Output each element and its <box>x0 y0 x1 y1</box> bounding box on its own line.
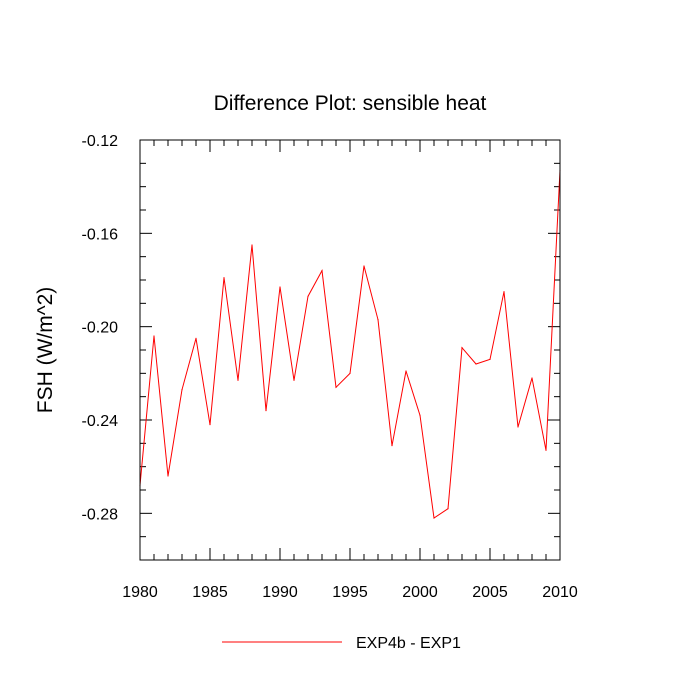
data-point <box>293 379 295 381</box>
data-point <box>405 370 407 372</box>
plot-frame <box>139 139 561 561</box>
data-point <box>475 363 477 365</box>
legend-label: EXP4b - EXP1 <box>356 635 461 652</box>
y-tick-label: -0.24 <box>82 413 119 430</box>
data-point <box>307 295 309 297</box>
data-point <box>377 319 379 321</box>
data-point <box>363 265 365 267</box>
chart-title: Difference Plot: sensible heat <box>214 92 487 115</box>
y-tick-label: -0.16 <box>82 226 119 243</box>
data-point <box>489 358 491 360</box>
data-point <box>153 335 155 337</box>
x-tick-label: 2010 <box>542 584 578 601</box>
data-point <box>447 508 449 510</box>
y-tick-label: -0.20 <box>82 320 119 337</box>
y-tick-label: -0.12 <box>82 133 119 150</box>
data-point <box>237 379 239 381</box>
data-point <box>167 475 169 477</box>
x-tick-label: 1995 <box>332 584 368 601</box>
data-point <box>209 424 211 426</box>
data-point <box>181 389 183 391</box>
y-tick-label: -0.28 <box>82 506 119 523</box>
data-point <box>545 449 547 451</box>
data-point <box>321 270 323 272</box>
data-point <box>461 347 463 349</box>
x-tick-label: 1990 <box>262 584 298 601</box>
x-tick-label: 2000 <box>402 584 438 601</box>
data-point <box>265 410 267 412</box>
y-axis-label: FSH (W/m^2) <box>34 287 57 414</box>
x-tick-label: 2005 <box>472 584 508 601</box>
data-series <box>139 169 561 519</box>
data-point <box>251 244 253 246</box>
data-point <box>531 377 533 379</box>
data-point <box>503 291 505 293</box>
data-point <box>517 426 519 428</box>
data-point <box>349 372 351 374</box>
data-point <box>419 414 421 416</box>
data-point <box>279 286 281 288</box>
x-tick-label: 1985 <box>192 584 228 601</box>
data-point <box>391 445 393 447</box>
legend: EXP4b - EXP1 <box>222 635 461 652</box>
y-tick-labels: -0.12 -0.16 -0.20 -0.24 -0.28 <box>82 133 119 523</box>
data-point <box>433 517 435 519</box>
data-point <box>195 337 197 339</box>
x-tick-labels: 1980 1985 1990 1995 2000 2005 2010 <box>122 584 578 601</box>
axis-ticks <box>139 139 561 561</box>
data-point <box>223 277 225 279</box>
data-point <box>335 386 337 388</box>
series-line <box>139 170 561 519</box>
x-tick-label: 1980 <box>122 584 158 601</box>
